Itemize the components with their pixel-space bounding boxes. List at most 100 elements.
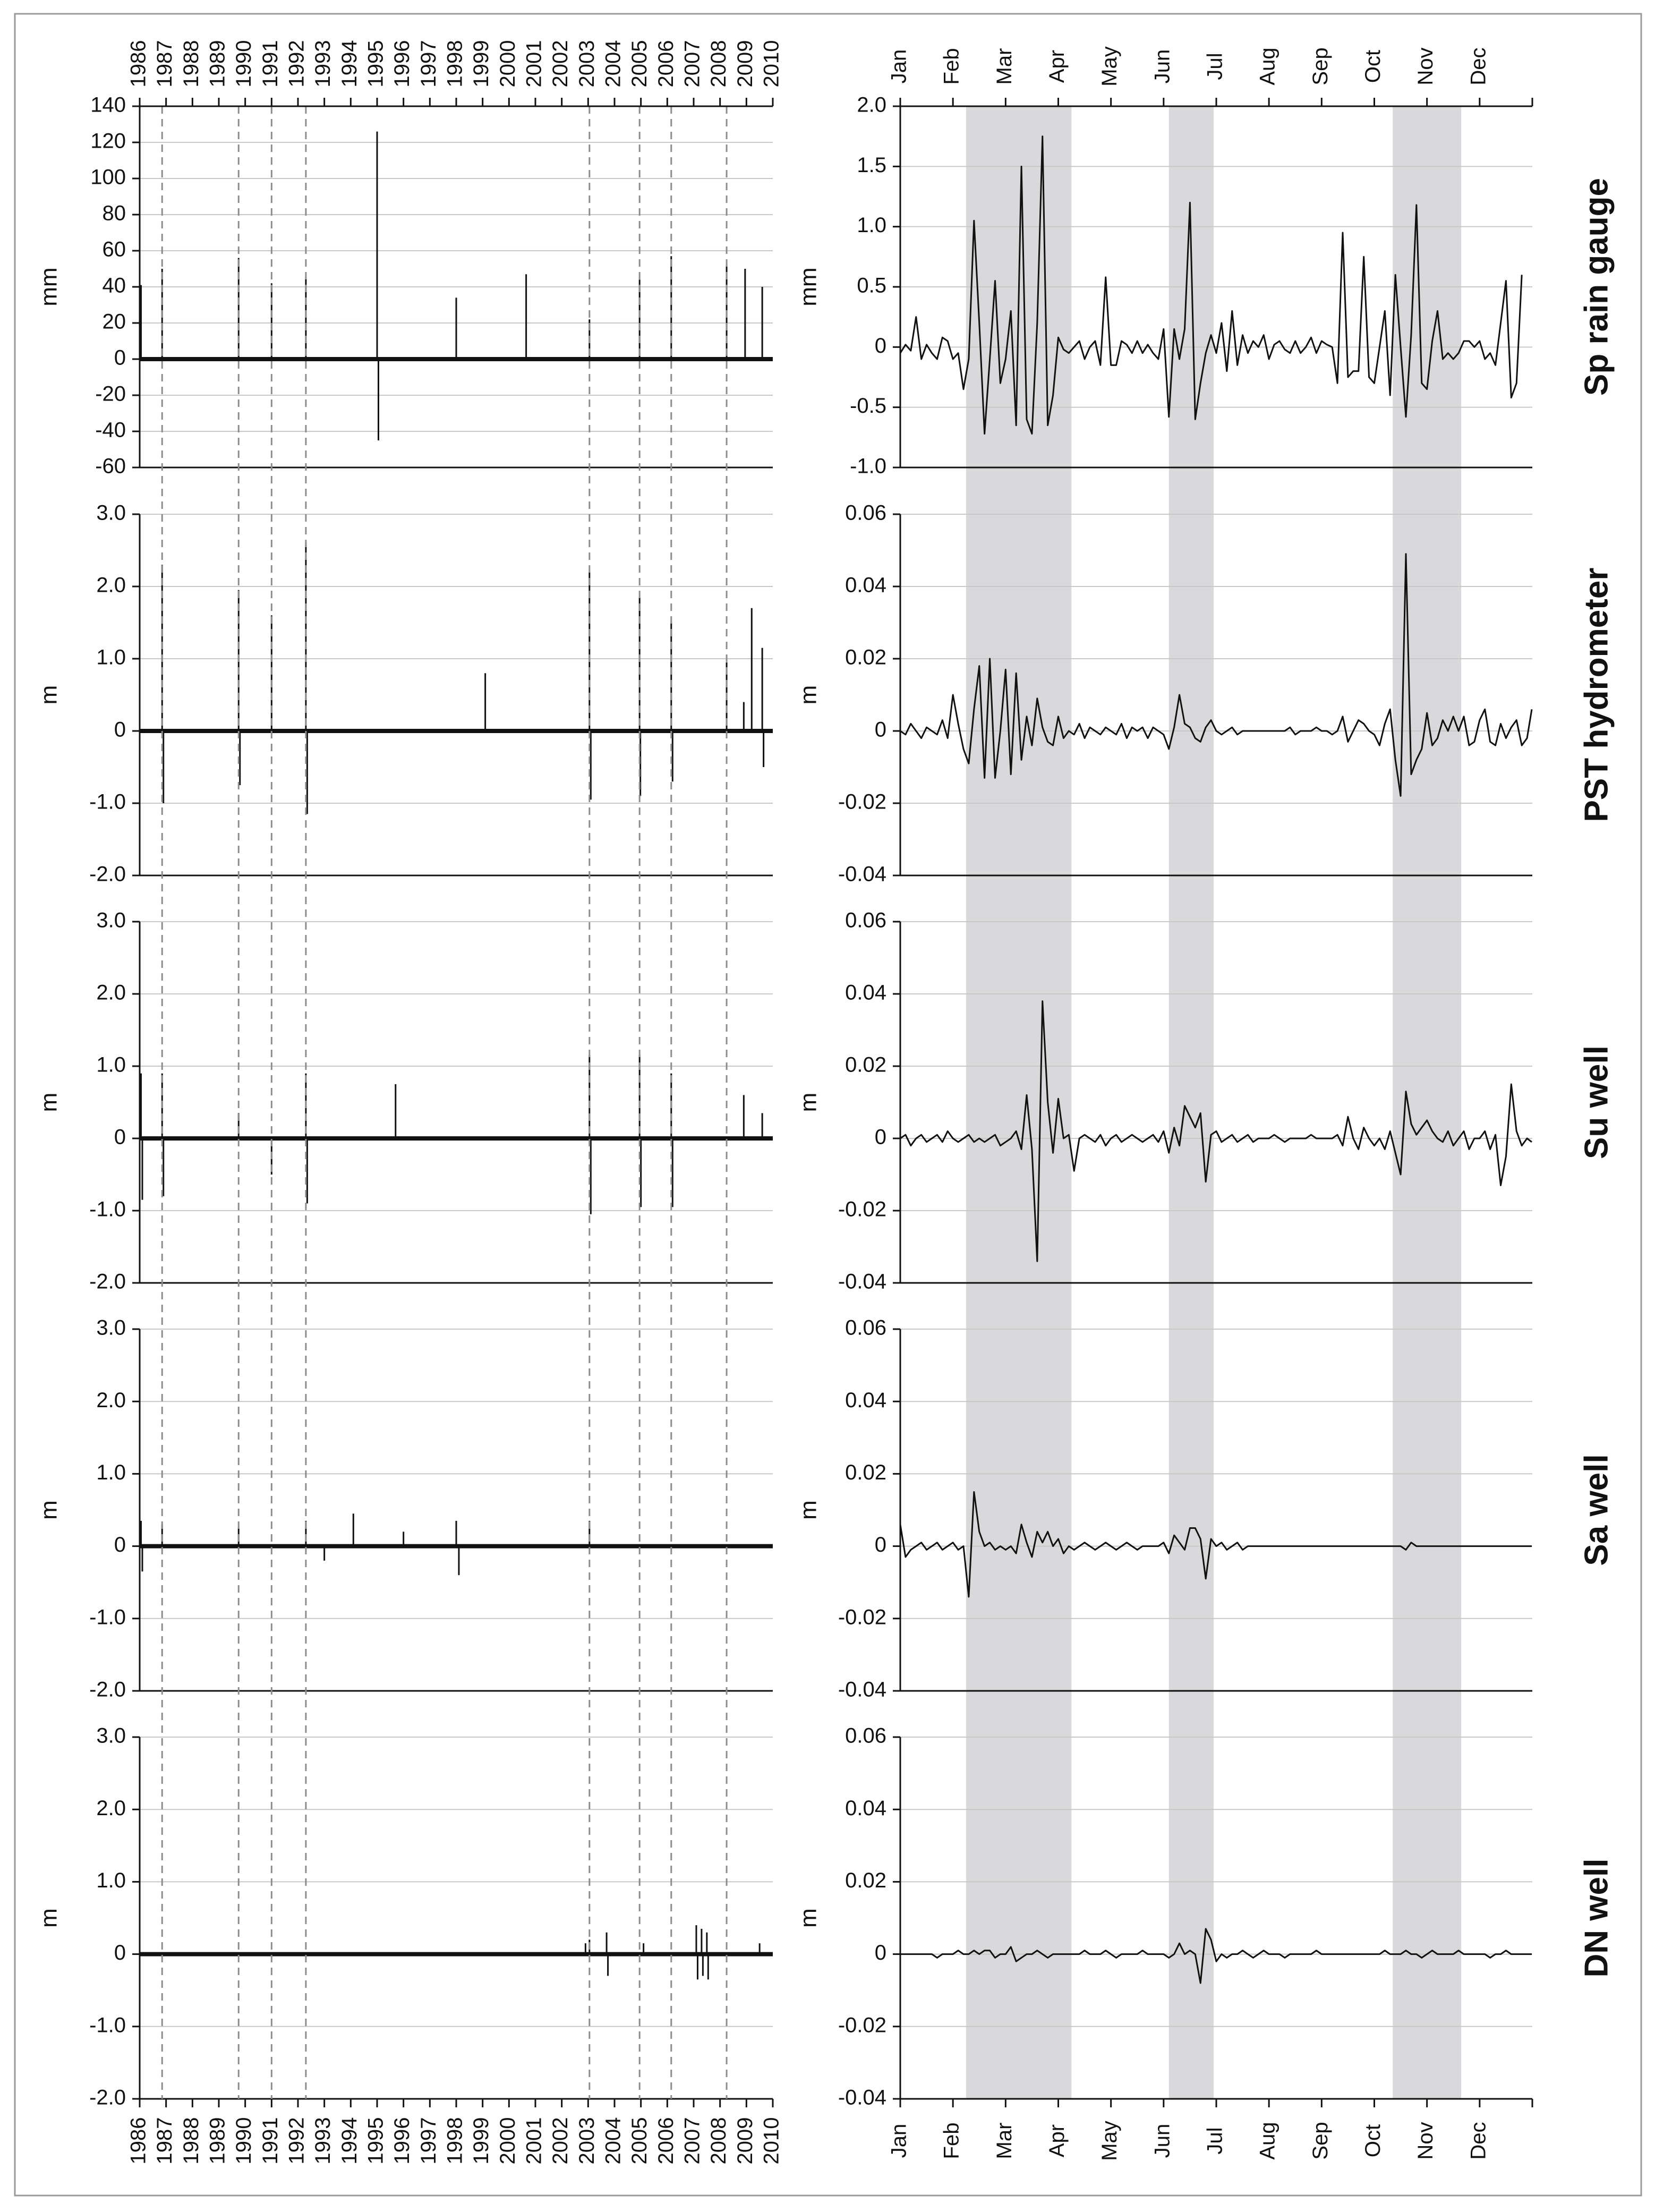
top-month-label: May: [1098, 46, 1121, 87]
left-y-tick-label: 3.0: [96, 909, 126, 932]
top-month-label: Nov: [1414, 47, 1437, 85]
bottom-year-label: 1993: [311, 2117, 335, 2165]
left-y-tick-label: -2.0: [89, 1270, 126, 1294]
top-year-label: 2007: [681, 40, 704, 88]
bottom-month-label: Jan: [888, 2124, 911, 2158]
left-y-tick-label: 2.0: [96, 574, 126, 597]
top-month-label: Jan: [888, 49, 911, 84]
bottom-year-label: 1996: [390, 2117, 414, 2165]
left-y-tick-label: 2.0: [96, 1389, 126, 1412]
top-month-label: Jul: [1204, 53, 1227, 80]
left-y-tick-label: 0: [114, 1126, 126, 1149]
left-y-tick-label: 120: [90, 130, 126, 153]
left-y-tick-label: 2.0: [96, 981, 126, 1005]
bottom-year-label: 1990: [232, 2117, 255, 2165]
left-y-tick-label: 1.0: [96, 1461, 126, 1484]
bottom-year-label: 1998: [443, 2117, 467, 2165]
left-unit-label: m: [36, 1500, 62, 1520]
bottom-month-label: May: [1098, 2121, 1121, 2161]
top-year-label: 2003: [575, 40, 599, 88]
right-series-line: [900, 1000, 1532, 1262]
top-month-label: Aug: [1256, 47, 1279, 85]
right-y-tick-label: 0.06: [845, 909, 886, 932]
top-year-label: 1993: [311, 40, 335, 88]
left-y-tick-label: -60: [95, 455, 126, 478]
right-y-tick-label: 0: [875, 1941, 886, 1964]
right-series-line: [900, 1928, 1532, 1984]
top-year-label: 2009: [733, 40, 757, 88]
right-series-line: [900, 553, 1533, 797]
left-unit-label: m: [36, 685, 62, 705]
top-year-label: 1991: [259, 40, 282, 88]
left-y-tick-label: 3.0: [96, 1316, 126, 1340]
top-year-label: 1997: [417, 40, 440, 88]
bottom-month-label: Dec: [1466, 2122, 1490, 2159]
right-y-tick-label: 1.5: [857, 154, 886, 177]
bottom-year-label: 1992: [285, 2117, 309, 2165]
left-unit-label: mm: [36, 267, 62, 306]
right-y-tick-label: 0: [875, 718, 886, 742]
left-y-tick-label: 60: [103, 238, 126, 261]
right-y-tick-label: 0.06: [845, 1316, 886, 1340]
bottom-year-label: 2006: [654, 2117, 678, 2165]
top-month-label: Apr: [1045, 50, 1069, 83]
top-year-label: 2004: [602, 40, 625, 88]
left-unit-label: m: [36, 1093, 62, 1112]
station-label: DN well: [1578, 1859, 1615, 1978]
bottom-year-label: 2009: [733, 2117, 757, 2165]
bottom-month-label: Sep: [1309, 2122, 1332, 2159]
bottom-year-label: 2005: [628, 2117, 651, 2165]
bottom-year-label: 2001: [523, 2117, 546, 2165]
top-year-label: 1999: [470, 40, 493, 88]
bottom-month-label: Feb: [940, 2123, 963, 2159]
right-y-tick-label: -0.04: [838, 2086, 886, 2109]
bottom-year-label: 1986: [127, 2117, 150, 2165]
left-y-tick-label: 0: [114, 346, 126, 370]
left-y-tick-label: 3.0: [96, 501, 126, 525]
bottom-year-label: 2008: [707, 2117, 730, 2165]
bottom-year-label: 2000: [496, 2117, 519, 2165]
top-year-label: 2000: [496, 40, 519, 88]
right-unit-label: mm: [796, 267, 822, 306]
station-label: Sa well: [1578, 1454, 1615, 1566]
station-label: PST hydrometer: [1578, 568, 1615, 822]
left-y-tick-label: 0: [114, 1533, 126, 1556]
bottom-year-label: 2007: [681, 2117, 704, 2165]
top-year-label: 1992: [285, 40, 309, 88]
bottom-month-label: Mar: [993, 2123, 1016, 2159]
top-year-label: 1998: [443, 40, 467, 88]
top-month-label: Oct: [1361, 50, 1385, 83]
right-y-tick-label: -0.5: [850, 394, 886, 418]
top-month-label: Feb: [940, 48, 963, 85]
top-year-label: 2008: [707, 40, 730, 88]
left-y-tick-label: 2.0: [96, 1797, 126, 1820]
right-y-tick-label: 0.06: [845, 1724, 886, 1748]
bottom-year-label: 1995: [364, 2117, 388, 2165]
top-year-label: 1990: [232, 40, 255, 88]
station-label: Su well: [1578, 1045, 1615, 1159]
right-y-tick-label: 2.0: [857, 93, 886, 117]
top-year-label: 1988: [180, 40, 203, 88]
left-y-tick-label: 140: [90, 93, 126, 117]
top-year-label: 2010: [760, 40, 783, 88]
left-y-tick-label: -40: [95, 419, 126, 442]
left-y-tick-label: 1.0: [96, 646, 126, 669]
right-y-tick-label: -0.02: [838, 790, 886, 814]
right-y-tick-label: 0.02: [845, 1461, 886, 1484]
left-y-tick-label: -1.0: [89, 2013, 126, 2037]
top-year-label: 2006: [654, 40, 678, 88]
bottom-month-label: Aug: [1256, 2122, 1279, 2159]
bottom-month-label: Nov: [1414, 2122, 1437, 2159]
right-y-tick-label: 0: [875, 1533, 886, 1556]
bottom-year-label: 1988: [180, 2117, 203, 2165]
right-unit-label: m: [796, 1908, 822, 1928]
left-y-tick-label: -20: [95, 382, 126, 406]
left-y-tick-label: 20: [103, 310, 126, 334]
top-year-label: 2005: [628, 40, 651, 88]
right-unit-label: m: [796, 1093, 822, 1112]
top-year-label: 2002: [549, 40, 572, 88]
right-y-tick-label: -1.0: [850, 455, 886, 478]
bottom-month-label: Apr: [1045, 2124, 1069, 2157]
right-y-tick-label: 0.5: [857, 274, 886, 297]
right-y-tick-label: 0: [875, 334, 886, 358]
